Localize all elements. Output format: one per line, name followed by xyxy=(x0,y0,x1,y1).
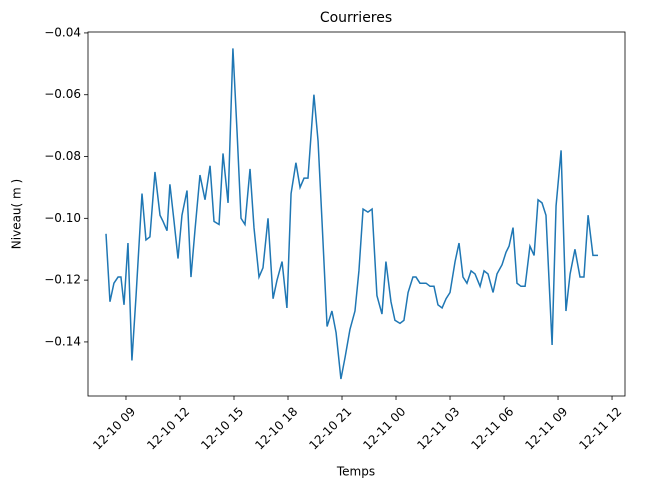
x-tick-label: 12-10 15 xyxy=(198,404,246,452)
y-tick-label: −0.10 xyxy=(44,211,81,225)
chart-title: Courrieres xyxy=(320,10,392,26)
x-tick-label: 12-11 09 xyxy=(522,404,570,452)
x-tick-label: 12-11 00 xyxy=(360,404,408,452)
y-tick-label: −0.08 xyxy=(44,149,81,163)
plot-frame xyxy=(87,31,626,397)
y-tick-label: −0.06 xyxy=(44,87,81,101)
x-tick-label: 12-10 09 xyxy=(90,404,138,452)
x-tick-label: 12-10 12 xyxy=(144,404,192,452)
data-line xyxy=(105,48,598,380)
x-tick-label: 12-10 18 xyxy=(252,404,300,452)
x-tick-label: 12-11 06 xyxy=(468,404,516,452)
y-tick-label: −0.14 xyxy=(44,334,81,348)
y-tick-label: −0.04 xyxy=(44,25,81,39)
y-axis-label: Niveau( m ) xyxy=(10,179,24,249)
x-tick-label: 12-10 21 xyxy=(306,404,354,452)
y-tick-label: −0.12 xyxy=(44,273,81,287)
x-axis-label: Temps xyxy=(336,465,375,479)
x-tick-label: 12-11 12 xyxy=(576,404,624,452)
x-tick-label: 12-11 03 xyxy=(414,404,462,452)
